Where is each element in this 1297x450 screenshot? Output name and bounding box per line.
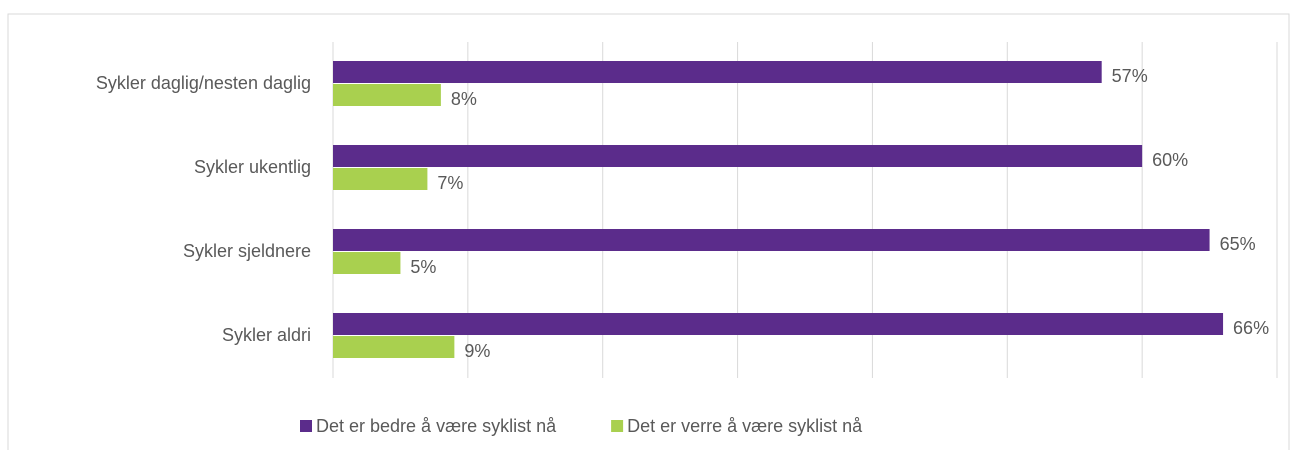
legend-swatch [611,420,624,432]
legend-swatch [300,420,312,432]
legend-label: Det er bedre å være syklist nå [316,416,557,436]
data-label: 7% [437,173,463,193]
chart-frame [7,13,1290,450]
bar [333,168,428,190]
data-label: 8% [451,89,477,109]
data-label: 5% [410,257,436,277]
data-label: 60% [1152,150,1188,170]
legend-label: Det er verre å være syklist nå [627,416,863,436]
data-label: 66% [1233,318,1269,338]
data-label: 57% [1112,66,1148,86]
bar [333,61,1102,83]
data-label: 65% [1220,234,1256,254]
y-tick-label: Sykler sjeldnere [183,241,311,261]
y-tick-label: Sykler daglig/nesten daglig [96,73,311,93]
y-tick-label: Sykler aldri [222,325,311,345]
bar [333,229,1210,251]
y-tick-label: Sykler ukentlig [194,157,311,177]
bar [333,313,1224,335]
bar [333,84,441,106]
bar [333,336,455,358]
data-label: 9% [464,341,490,361]
bar [333,252,401,274]
bar [333,145,1143,167]
